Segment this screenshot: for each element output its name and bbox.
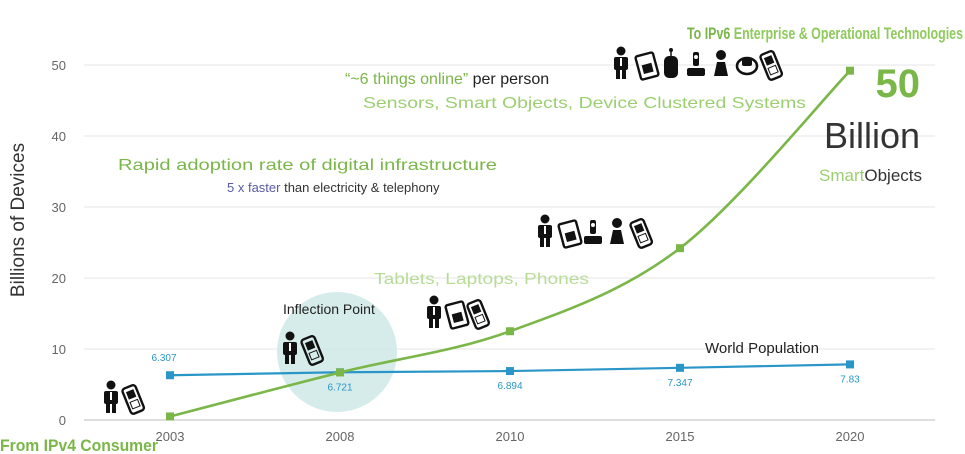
- x-tick-2020: 2020: [836, 429, 865, 444]
- y-tick-10: 10: [52, 342, 66, 357]
- device-icons: [104, 46, 784, 415]
- x-tick-labels: 2003 2008 2010 2015 2020: [156, 429, 865, 444]
- smart-objects-point-2015: [676, 244, 684, 253]
- x-tick-2010: 2010: [496, 429, 525, 444]
- camera-icon: [584, 220, 602, 244]
- objects-word: Objects: [864, 166, 922, 185]
- person-icon: [427, 295, 441, 328]
- billion-label: Billion: [824, 115, 920, 156]
- x-tick-2003: 2003: [156, 429, 185, 444]
- pawn-icon: [610, 218, 624, 244]
- tablets-annotation: Tablets, Laptops, Phones: [374, 271, 589, 288]
- world-population-label-2008: 6.721: [327, 382, 352, 393]
- x-tick-2008: 2008: [326, 429, 355, 444]
- world-population-point-2015: [676, 363, 684, 372]
- banner-rest: Enterprise & Operational Technologies: [730, 24, 963, 43]
- world-population-label-2003: 6.307: [151, 353, 176, 364]
- person-icon: [538, 214, 552, 247]
- tablet-icon: [557, 219, 583, 249]
- bottom-left-banner: From IPv4 Consumer: [0, 436, 158, 454]
- y-axis-label: Billions of Devices: [8, 143, 29, 297]
- smart-objects-point-2008: [336, 368, 344, 377]
- smart-objects-label: SmartObjects: [819, 166, 922, 185]
- y-tick-labels: 0 10 20 30 40 50: [52, 58, 66, 428]
- y-tick-0: 0: [59, 413, 66, 428]
- world-population-label: World Population: [705, 340, 819, 357]
- watch-icon: [735, 56, 759, 76]
- sensor-icon: [664, 48, 678, 78]
- world-population-point-2003: [166, 371, 174, 380]
- person-icon: [283, 331, 297, 364]
- faster-highlight: 5 x faster: [227, 180, 281, 195]
- smart-objects-line: [169, 69, 851, 418]
- sensors-annotation: Sensors, Smart Objects, Device Clustered…: [363, 95, 806, 112]
- y-tick-50: 50: [52, 58, 66, 73]
- faster-annotation: 5 x faster than electricity & telephony: [227, 180, 440, 195]
- smart-objects-point-2003: [166, 412, 174, 421]
- big-number-50: 50: [876, 62, 921, 106]
- six-things-annotation: “~6 things online” per person: [345, 71, 549, 88]
- rapid-adoption-annotation: Rapid adoption rate of digital infrastru…: [118, 157, 497, 174]
- phone-icon: [300, 335, 325, 366]
- tablet-icon: [444, 300, 470, 330]
- phone-icon: [121, 384, 146, 415]
- series-layer: [166, 66, 854, 421]
- pawn-icon: [714, 50, 728, 76]
- phone-icon: [466, 299, 491, 330]
- world-population-label-2015: 7.347: [667, 378, 692, 389]
- grid-lines: [84, 64, 935, 421]
- x-tick-2015: 2015: [666, 429, 695, 444]
- tablet-icon: [634, 51, 660, 81]
- banner-ipv6: To IPv6: [687, 24, 730, 43]
- y-tick-20: 20: [52, 271, 66, 286]
- six-things-quote: “~6 things online”: [345, 71, 468, 88]
- smart-objects-point-2010: [506, 327, 514, 336]
- inflection-label: Inflection Point: [283, 301, 375, 317]
- person-icon: [104, 380, 118, 413]
- data-labels: 6.307 6.721 6.894 7.347 7.83: [151, 353, 860, 393]
- world-population-label-2020: 7.83: [840, 374, 860, 385]
- camera-icon: [687, 52, 705, 76]
- world-population-point-2020: [846, 360, 854, 369]
- phone-icon: [759, 50, 784, 81]
- top-right-banner: To IPv6 Enterprise & Operational Technol…: [687, 24, 963, 43]
- y-tick-40: 40: [52, 129, 66, 144]
- phone-icon: [629, 218, 654, 249]
- person-icon: [614, 46, 628, 79]
- smart-word: Smart: [819, 166, 865, 185]
- faster-rest: than electricity & telephony: [280, 180, 439, 195]
- world-population-label-2010: 6.894: [497, 381, 522, 392]
- y-tick-30: 30: [52, 200, 66, 215]
- world-population-point-2010: [506, 367, 514, 376]
- six-things-rest: per person: [468, 71, 549, 88]
- smart-objects-point-2020: [846, 66, 854, 75]
